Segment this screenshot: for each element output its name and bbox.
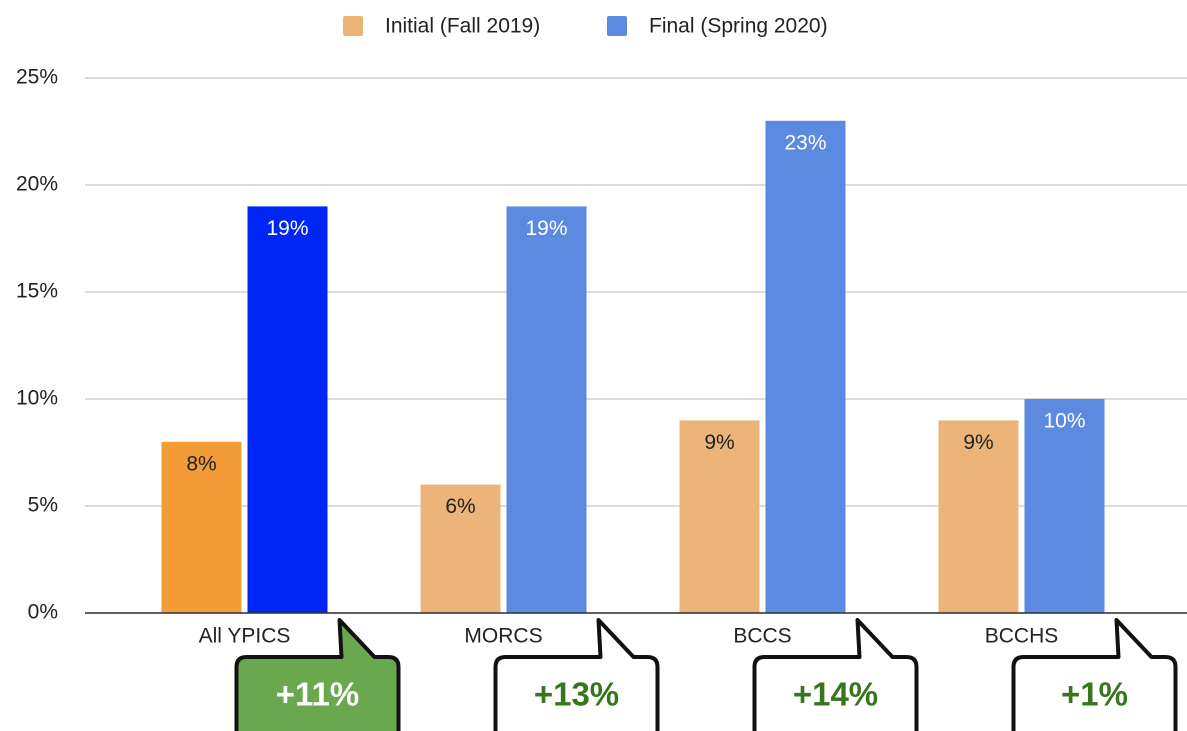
callout-text: +11% [276,676,360,713]
callout [752,618,919,731]
legend-label: Final (Spring 2020) [649,15,828,38]
callout [234,618,401,731]
value-label: 6% [445,495,475,518]
x-tick-label: BCCS [733,625,791,648]
legend-label: Initial (Fall 2019) [385,15,540,38]
value-label: 10% [1043,410,1085,433]
bar [247,206,328,613]
bar [161,441,242,613]
callout-text: +1% [1061,676,1128,713]
y-tick-label: 20% [16,173,58,196]
callout-text: +13% [534,676,619,713]
y-tick-label: 0% [28,601,58,624]
callout [1011,618,1178,731]
legend-swatch [343,16,363,36]
y-tick-label: 15% [16,280,58,303]
legend-swatch [607,16,627,36]
value-label: 19% [525,217,567,240]
bar [1024,399,1105,613]
y-tick-label: 5% [28,494,58,517]
bar [938,420,1019,613]
bar [506,206,587,613]
bar [765,120,846,614]
value-label: 23% [784,131,826,154]
bar [679,420,760,613]
value-label: 9% [704,431,734,454]
x-tick-label: MORCS [464,625,542,648]
callout-text: +14% [793,676,878,713]
callout [493,618,660,731]
x-tick-label: BCCHS [985,625,1059,648]
value-label: 8% [186,452,216,475]
value-label: 9% [963,431,993,454]
x-tick-label: All YPICS [199,625,291,648]
y-tick-label: 10% [16,387,58,410]
bar [420,484,501,613]
y-tick-label: 25% [16,66,58,89]
value-label: 19% [266,217,308,240]
